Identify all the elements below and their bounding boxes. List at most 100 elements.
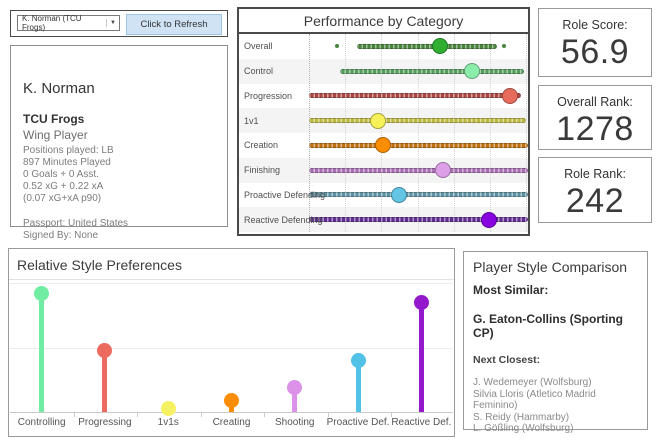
lollipop-head[interactable] xyxy=(34,286,50,302)
category-label: Reactive Def. xyxy=(391,417,452,428)
lollipop-head[interactable] xyxy=(97,343,113,359)
distribution-strip xyxy=(309,93,522,99)
lollipop-stick xyxy=(39,293,45,412)
category-label: Creating xyxy=(212,417,251,428)
player-xg-xa: 0.52 xG + 0.22 xA xyxy=(23,181,104,192)
performance-chart: Overall Control Progression 1v1 Creation Fini… xyxy=(239,34,528,232)
player-value-dot[interactable] xyxy=(369,112,386,129)
overall-rank-value: 1278 xyxy=(556,110,634,148)
player-value-dot[interactable] xyxy=(432,38,449,55)
style-preferences-axis-labels: Controlling Progressing 1v1s Creating Shooti… xyxy=(10,417,453,428)
next-closest-player: S. Reidy (Hammarby) xyxy=(473,411,570,423)
lollipop-head[interactable] xyxy=(160,400,176,416)
role-score-value: 56.9 xyxy=(560,33,630,71)
player-positions: Positions played: LB xyxy=(23,145,114,156)
performance-row-label: Reactive Defending xyxy=(244,214,323,225)
player-team: TCU Frogs xyxy=(23,112,85,126)
player-value-dot[interactable] xyxy=(502,87,519,104)
performance-panel: Performance by Category Overall Control Pr… xyxy=(237,7,530,236)
player-select-value: K. Norman (TCU Frogs) xyxy=(22,14,82,32)
performance-row-label: Progression xyxy=(244,90,293,101)
player-role: Wing Player xyxy=(23,128,88,142)
player-value-dot[interactable] xyxy=(375,137,392,154)
performance-row: Finishing xyxy=(239,157,528,183)
player-signed-by: Signed By: None xyxy=(23,230,99,241)
axis-tick xyxy=(73,413,75,417)
distribution-strip xyxy=(309,192,528,198)
performance-row: Proactive Defending xyxy=(239,183,528,208)
gridline xyxy=(417,34,419,232)
player-passport: Passport: United States xyxy=(23,218,129,229)
distribution-strip xyxy=(309,167,528,173)
player-minutes: 897 Minutes Played xyxy=(23,157,111,168)
category-label: Shooting xyxy=(275,417,315,428)
style-preferences-chart xyxy=(10,283,453,416)
performance-row-label: Finishing xyxy=(244,165,281,176)
player-goals-assists: 0 Goals + 0 Asst. xyxy=(23,169,99,180)
most-similar-player: G. Eaton-Collins (Sporting CP) xyxy=(473,312,623,340)
role-rank-value: 242 xyxy=(565,182,625,220)
player-value-dot[interactable] xyxy=(480,211,497,228)
player-select[interactable]: K. Norman (TCU Frogs) ▼ xyxy=(17,14,120,32)
chevron-down-icon: ▼ xyxy=(106,19,116,27)
gridline xyxy=(10,283,453,284)
lollipop-stick xyxy=(292,387,298,412)
performance-title: Performance by Category xyxy=(239,9,528,34)
lollipop-head[interactable] xyxy=(224,392,239,408)
category-label: Controlling xyxy=(17,417,66,428)
gridline xyxy=(526,34,527,232)
player-selector-container: K. Norman (TCU Frogs) ▼ Click to Refresh xyxy=(10,10,228,37)
player-info-panel: K. Norman TCU Frogs Wing Player Position… xyxy=(10,45,228,241)
axis-gridline xyxy=(309,34,310,232)
performance-row-label: Control xyxy=(244,66,274,77)
performance-row-label: Proactive Defending xyxy=(244,189,326,200)
overall-rank-label: Overall Rank: xyxy=(557,95,633,109)
category-label: Proactive Def. xyxy=(326,417,390,428)
lollipop-head[interactable] xyxy=(413,295,429,311)
distribution-strip xyxy=(339,68,524,74)
lollipop-stick xyxy=(418,302,424,412)
gridline xyxy=(453,34,455,232)
performance-row: Progression xyxy=(239,84,528,109)
lollipop-head[interactable] xyxy=(287,379,303,395)
performance-gridlines xyxy=(309,34,527,232)
player-value-dot[interactable] xyxy=(434,162,451,179)
lollipop-head[interactable] xyxy=(350,352,366,368)
performance-row: Creation xyxy=(239,133,528,158)
gridline xyxy=(345,34,347,232)
style-preferences-panel: Relative Style Preferences Controlling Pr… xyxy=(8,248,455,437)
performance-row: Reactive Defending xyxy=(239,207,528,232)
performance-row-label: 1v1 xyxy=(244,115,259,126)
category-label: Progressing xyxy=(78,417,132,428)
axis-tick xyxy=(327,413,329,417)
player-xg-p90: (0.07 xG+xA p90) xyxy=(23,193,102,204)
performance-row-label: Creation xyxy=(244,140,279,151)
distribution-strip xyxy=(309,118,526,124)
role-rank-label: Role Rank: xyxy=(564,167,626,181)
player-value-dot[interactable] xyxy=(464,63,481,80)
next-closest-player: Silvia Lloris (Atletico Madrid Feminino) xyxy=(473,388,596,412)
performance-row: Control xyxy=(239,58,528,84)
outlier-dot xyxy=(335,44,340,49)
axis-tick xyxy=(200,413,202,417)
refresh-button[interactable]: Click to Refresh xyxy=(126,14,222,35)
gridline xyxy=(381,34,383,232)
gridline xyxy=(10,348,453,349)
distribution-strip xyxy=(309,142,528,148)
role-score-label: Role Score: xyxy=(562,18,628,32)
player-value-dot[interactable] xyxy=(390,186,407,203)
most-similar-label: Most Similar: xyxy=(473,283,549,297)
performance-row-label: Overall xyxy=(244,41,273,52)
overall-rank-box: Overall Rank: 1278 xyxy=(538,85,652,150)
axis-tick xyxy=(391,413,393,417)
distribution-strip xyxy=(357,43,498,49)
title-divider xyxy=(9,279,454,280)
style-comparison-title: Player Style Comparison xyxy=(473,259,628,275)
style-comparison-panel: Player Style Comparison Most Similar: G.… xyxy=(463,251,648,434)
lollipop-stick xyxy=(102,350,108,412)
next-closest-label: Next Closest: xyxy=(473,354,541,366)
distribution-strip xyxy=(309,217,528,223)
performance-row: 1v1 xyxy=(239,108,528,133)
outlier-dot xyxy=(501,44,506,49)
category-label: 1v1s xyxy=(157,417,179,428)
